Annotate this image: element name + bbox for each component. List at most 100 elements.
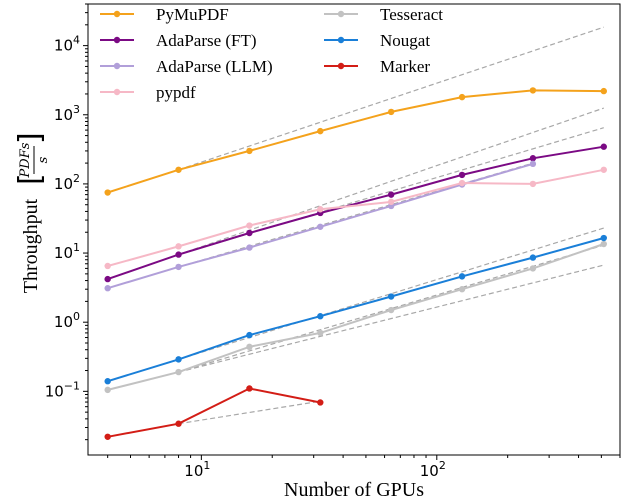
legend-label: AdaParse (FT) bbox=[156, 31, 257, 50]
data-point-marker bbox=[175, 420, 182, 427]
data-point-nougat bbox=[529, 254, 537, 261]
series-adaparse-llm bbox=[104, 160, 537, 292]
reference-lines bbox=[178, 26, 604, 425]
data-point-adaparse-llm bbox=[529, 160, 537, 168]
legend-item-nougat: Nougat bbox=[324, 31, 430, 50]
series-pymupdf bbox=[104, 87, 607, 196]
data-point-adaparse-ft bbox=[458, 171, 466, 179]
legend-label: Tesseract bbox=[380, 5, 443, 24]
legend-label: AdaParse (LLM) bbox=[156, 57, 273, 76]
y-tick-label: 101 bbox=[54, 241, 80, 262]
data-series bbox=[104, 87, 607, 440]
data-point-tesseract bbox=[317, 329, 324, 337]
data-point-tesseract bbox=[600, 240, 607, 248]
legend-swatch-marker bbox=[337, 36, 345, 44]
legend-swatch-marker bbox=[113, 10, 121, 18]
legend-item-pymupdf: PyMuPDF bbox=[100, 5, 229, 24]
data-point-pymupdf bbox=[246, 147, 253, 155]
data-point-adaparse-llm bbox=[246, 244, 253, 251]
series-pypdf bbox=[104, 166, 607, 270]
data-point-nougat bbox=[175, 356, 182, 363]
series-line-pypdf bbox=[107, 168, 604, 267]
x-tick-label: 101 bbox=[184, 459, 210, 480]
series-marker bbox=[104, 385, 324, 440]
data-point-nougat bbox=[104, 378, 111, 385]
data-point-marker bbox=[104, 433, 111, 440]
series-adaparse-ft bbox=[104, 143, 607, 283]
data-point-marker bbox=[246, 385, 253, 392]
y-tick-label: 103 bbox=[54, 103, 80, 124]
plot-frame bbox=[87, 3, 621, 456]
data-point-adaparse-ft bbox=[104, 275, 111, 283]
data-point-tesseract bbox=[175, 368, 182, 376]
data-point-pymupdf bbox=[387, 108, 395, 116]
series-line-tesseract bbox=[107, 243, 605, 391]
y-axis-title-text: Throughput bbox=[20, 198, 42, 293]
data-point-pymupdf bbox=[175, 166, 182, 173]
y-tick-label: 104 bbox=[54, 34, 80, 55]
data-point-pypdf bbox=[600, 166, 607, 173]
reference-line-2 bbox=[178, 107, 604, 256]
data-point-adaparse-llm bbox=[104, 285, 111, 292]
legend-item-pypdf: pypdf bbox=[100, 83, 196, 102]
series-tesseract bbox=[104, 240, 607, 394]
y-axis-title: Throughput [ PDFs s ] bbox=[13, 132, 51, 293]
legend-item-adaparse-llm: AdaParse (LLM) bbox=[100, 57, 273, 76]
series-line-pymupdf bbox=[107, 89, 604, 194]
data-point-pypdf bbox=[104, 262, 111, 270]
series-line-nougat bbox=[107, 237, 605, 383]
legend-label: PyMuPDF bbox=[156, 5, 229, 24]
legend-item-tesseract: Tesseract bbox=[324, 5, 443, 24]
data-point-adaparse-ft bbox=[175, 251, 182, 258]
data-point-nougat bbox=[246, 331, 253, 339]
data-point-pypdf bbox=[458, 179, 466, 187]
data-point-nougat bbox=[317, 313, 324, 320]
data-point-pypdf bbox=[317, 206, 324, 213]
data-point-pypdf bbox=[387, 198, 395, 206]
data-point-adaparse-ft bbox=[600, 143, 607, 150]
data-point-tesseract bbox=[387, 306, 395, 314]
x-axis-title: Number of GPUs bbox=[284, 479, 424, 501]
data-point-adaparse-llm bbox=[317, 223, 324, 230]
data-point-pymupdf bbox=[458, 93, 466, 101]
data-point-marker bbox=[317, 399, 324, 406]
legend: PyMuPDF AdaParse (FT) AdaParse (LLM) pypdf T… bbox=[100, 5, 443, 102]
reference-line-1 bbox=[178, 26, 604, 171]
legend-label: pypdf bbox=[156, 83, 196, 102]
legend-label: Nougat bbox=[380, 31, 430, 50]
y-axis-bracket-right: ] bbox=[13, 132, 48, 144]
legend-swatch-marker bbox=[113, 36, 121, 44]
data-point-nougat bbox=[387, 293, 395, 300]
data-point-pymupdf bbox=[317, 127, 324, 135]
y-axis-fraction-numerator: PDFs bbox=[18, 142, 33, 178]
data-point-pymupdf bbox=[600, 87, 607, 95]
legend-swatch-marker bbox=[113, 62, 121, 70]
y-axis-bracket-left: [ bbox=[13, 173, 48, 185]
data-point-pymupdf bbox=[104, 189, 111, 196]
data-point-pypdf bbox=[175, 243, 182, 250]
series-line-adaparse-ft bbox=[107, 145, 604, 281]
data-point-adaparse-llm bbox=[175, 263, 182, 271]
data-point-adaparse-ft bbox=[246, 229, 253, 237]
legend-item-adaparse-ft: AdaParse (FT) bbox=[100, 31, 257, 50]
legend-swatch-marker bbox=[337, 62, 345, 70]
series-line-marker bbox=[107, 387, 321, 438]
axis-ticks: 101 102 10−1 100 101 102 103 104 bbox=[45, 3, 621, 480]
x-tick-label: 102 bbox=[420, 459, 446, 480]
y-tick-label: 102 bbox=[54, 172, 80, 193]
data-point-nougat bbox=[458, 273, 466, 280]
legend-item-marker: Marker bbox=[324, 57, 430, 76]
legend-swatch-marker bbox=[337, 10, 345, 18]
data-point-pypdf bbox=[529, 180, 537, 188]
y-axis-fraction-denominator: s bbox=[36, 156, 51, 163]
y-tick-label: 100 bbox=[54, 310, 80, 331]
data-point-tesseract bbox=[458, 286, 466, 293]
legend-label: Marker bbox=[380, 57, 430, 76]
reference-line-7 bbox=[178, 264, 604, 373]
series-nougat bbox=[104, 234, 607, 385]
data-point-adaparse-ft bbox=[529, 155, 537, 162]
data-point-adaparse-ft bbox=[387, 191, 395, 198]
data-point-pypdf bbox=[246, 222, 253, 229]
data-point-pymupdf bbox=[529, 87, 537, 94]
